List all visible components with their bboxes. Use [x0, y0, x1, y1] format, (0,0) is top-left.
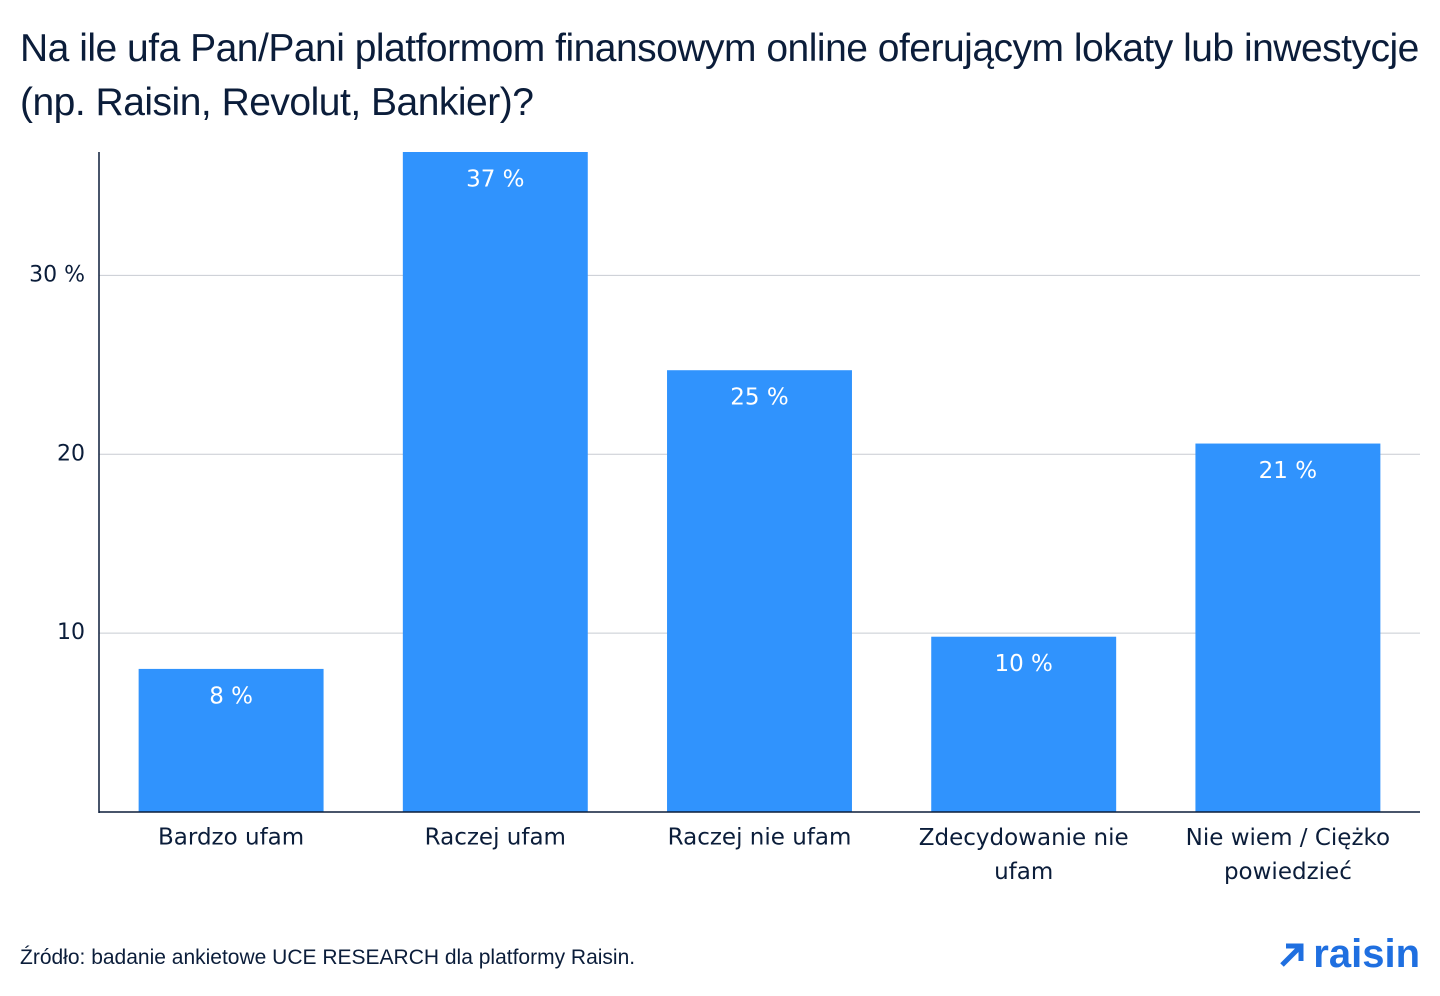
bar	[402, 152, 588, 812]
chart-title: Na ile ufa Pan/Pani platformom finansowy…	[20, 27, 1419, 124]
logo-arrow	[1280, 943, 1304, 967]
logo-text: raisin	[1313, 932, 1420, 976]
bar	[931, 636, 1117, 812]
y-tick-label: 30 %	[29, 262, 85, 287]
x-tick-label: Raczej nie ufam	[668, 825, 852, 851]
x-tick-label: Zdecydowanie nie ufam	[919, 825, 1129, 885]
source-note: Źródło: badanie ankietowe UCE RESEARCH d…	[20, 946, 636, 969]
value-label: 37 %	[466, 167, 524, 193]
bar	[1195, 443, 1381, 812]
y-tick-label: 20	[57, 441, 85, 466]
bar	[138, 668, 324, 812]
logo: raisin	[1277, 932, 1420, 977]
value-label: 8 %	[209, 683, 253, 709]
value-label: 21 %	[1259, 458, 1317, 484]
value-label: 25 %	[730, 385, 788, 411]
x-tick-label: Nie wiem / Ciężko powiedzieć	[1186, 825, 1390, 885]
bar	[667, 370, 852, 812]
x-tick-label: Raczej ufam	[425, 825, 566, 851]
x-tick-label: Bardzo ufam	[158, 825, 304, 851]
y-tick-label: 10	[57, 620, 85, 645]
value-label: 10 %	[994, 651, 1052, 677]
